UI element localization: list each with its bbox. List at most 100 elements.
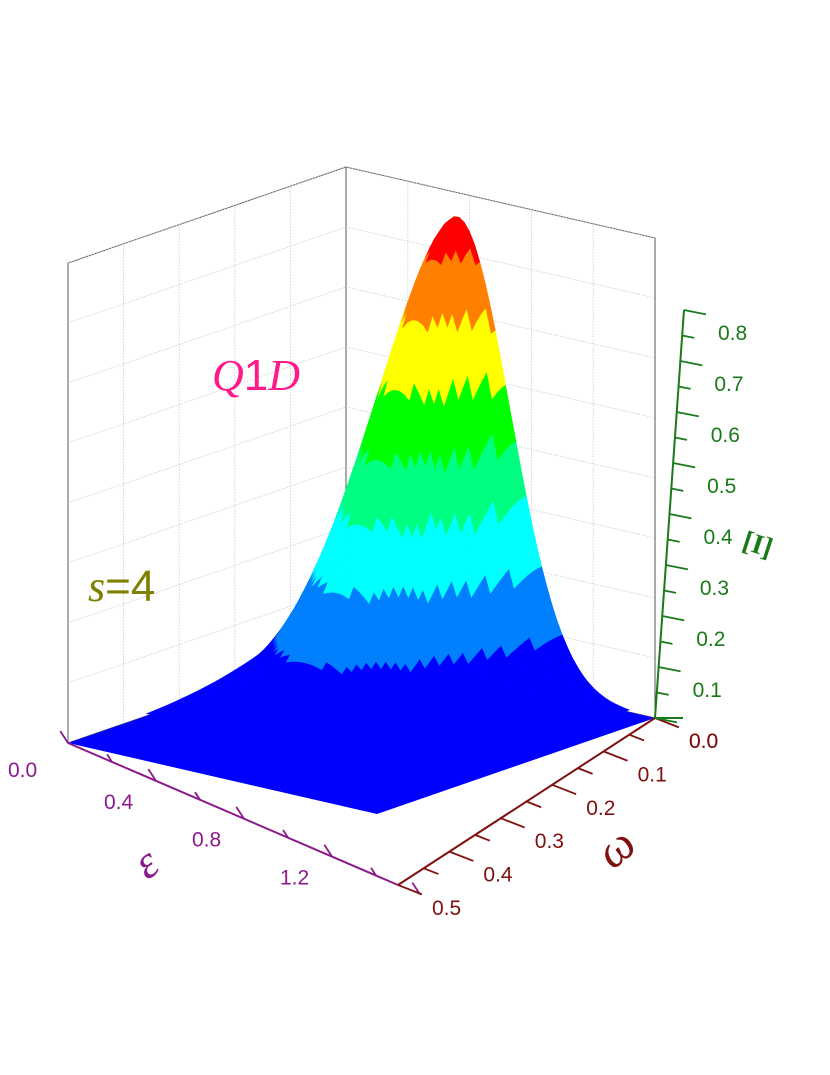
omega-tick (603, 750, 628, 762)
intensity-tick (656, 691, 669, 696)
omega-tick (500, 817, 526, 829)
intensity-tick (671, 487, 684, 492)
omega-tick (551, 783, 577, 795)
intensity-tick-label: 0.1 (693, 679, 722, 702)
intensity-tick (680, 360, 703, 367)
omega-tick-label: 0.3 (535, 830, 564, 853)
parameter-label: s=4 (88, 562, 155, 611)
epsilon-axis-label: ɛ (124, 836, 169, 889)
parameter-label-value: =4 (105, 562, 155, 611)
surface-patch (347, 762, 360, 767)
epsilon-tick (59, 730, 69, 744)
omega-tick-label: 0.1 (638, 763, 667, 786)
intensity-tick (660, 640, 673, 645)
intensity-tick (676, 411, 699, 418)
regime-label-q: Q (212, 351, 244, 400)
grid-line-horizontal (67, 406, 656, 504)
surface-patch (362, 760, 374, 765)
surface-patch (323, 765, 336, 770)
epsilon-tick (282, 829, 289, 839)
epsilon-tick (106, 753, 113, 763)
grid-line-horizontal (67, 286, 656, 384)
omega-tick (449, 850, 474, 862)
omega-tick-label: 0.4 (483, 864, 513, 887)
surface-patch (284, 766, 296, 771)
surface-patch (274, 767, 287, 772)
surface-patch (434, 750, 446, 755)
regime-label-digit: 1 (244, 351, 268, 400)
surface-patch (510, 735, 522, 741)
intensity-tick (654, 717, 678, 724)
intensity-tick (672, 462, 696, 469)
intensity-tick-label: 0.0 (689, 730, 718, 753)
grid-line-horizontal (67, 466, 656, 564)
intensity-axis-label: [I] (739, 526, 777, 565)
intensity-tick-label: 0.3 (700, 577, 729, 600)
surface-patch (264, 767, 277, 772)
intensity-surface (68, 216, 655, 814)
epsilon-tick-label: 0.4 (104, 791, 134, 814)
grid-line-horizontal (67, 166, 656, 264)
intensity-tick (658, 666, 681, 673)
axes: 0.00.40.81.20.00.10.20.30.40.50.00.10.20… (8, 309, 747, 920)
epsilon-tick-label: 0.0 (8, 759, 37, 782)
intensity-tick (669, 513, 692, 520)
surface-patch (448, 748, 461, 753)
omega-tick-label: 0.5 (432, 897, 461, 920)
surface-patch (400, 756, 413, 761)
omega-tick (397, 884, 423, 896)
intensity-tick (662, 615, 685, 622)
intensity-tick (674, 436, 688, 441)
omega-tick (577, 767, 593, 775)
grid-line-horizontal (67, 226, 656, 324)
regime-label-d: D (267, 351, 300, 400)
intensity-tick (663, 589, 677, 594)
surface-patch (415, 754, 427, 759)
surface-patch (225, 766, 237, 771)
epsilon-tick (323, 844, 333, 858)
intensity-tick-label: 0.6 (711, 424, 740, 447)
surface-patch (294, 766, 306, 771)
intensity-tick-label: 0.8 (718, 322, 747, 345)
regime-label: Q1D (212, 351, 300, 400)
surface-patch (338, 762, 350, 768)
intensity-tick (683, 309, 707, 316)
surface-patch (372, 760, 384, 765)
surface-patch (240, 767, 252, 772)
surface-patch (304, 765, 316, 771)
surface-patch (486, 741, 499, 746)
omega-tick (423, 867, 439, 875)
intensity-tick-label: 0.2 (696, 628, 725, 651)
parameter-label-s: s (88, 562, 105, 611)
grid-line-horizontal (67, 346, 656, 444)
surface-patch (534, 730, 546, 736)
omega-tick (526, 800, 542, 809)
intensity-tick (678, 385, 691, 390)
surface-patch (467, 744, 480, 750)
surface-patch (386, 758, 398, 763)
omega-tick (628, 733, 645, 742)
omega-tick-label: 0.0 (689, 730, 718, 753)
omega-axis-label: ω (586, 817, 646, 879)
intensity-tick (665, 564, 689, 571)
epsilon-tick (194, 791, 201, 801)
surface-patch (210, 765, 222, 770)
omega-tick (474, 834, 491, 842)
intensity-tick-label: 0.4 (704, 526, 734, 549)
intensity-tick (682, 334, 695, 339)
epsilon-tick (235, 806, 245, 820)
surface-patch (562, 724, 574, 729)
intensity-tick (667, 538, 680, 543)
intensity-tick-label: 0.5 (707, 475, 736, 498)
surface-patch (604, 712, 617, 717)
epsilon-tick-label: 1.2 (280, 867, 309, 890)
epsilon-tick-label: 0.8 (192, 829, 221, 852)
epsilon-tick (147, 768, 157, 782)
surface-patch (255, 768, 267, 773)
intensity-tick-label: 0.7 (714, 373, 743, 396)
epsilon-tick (370, 867, 377, 877)
epsilon-axis-line (67, 742, 399, 886)
omega-tick-label: 0.2 (586, 797, 615, 820)
surface-patch (313, 765, 326, 770)
